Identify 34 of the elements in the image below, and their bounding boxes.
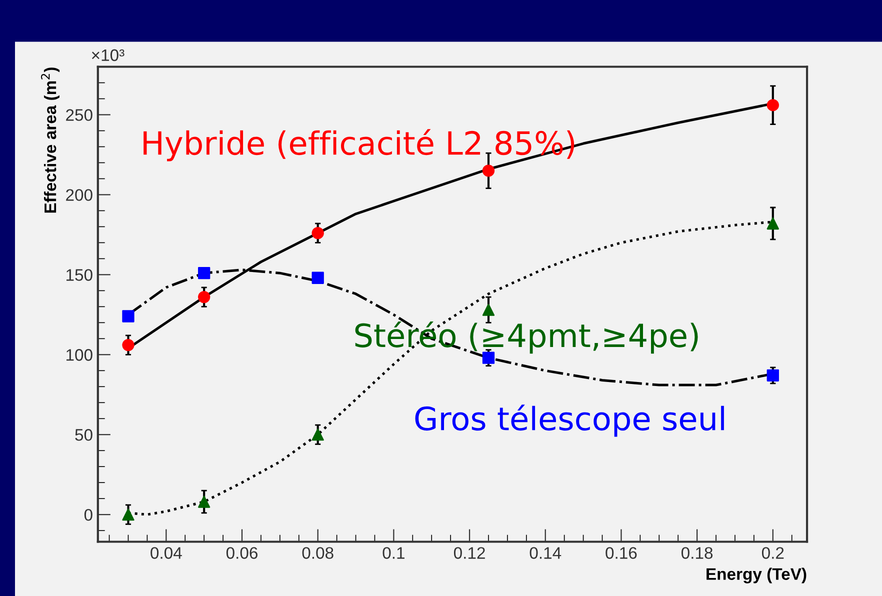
y-axis-title: Effective area (m$^{2}$) [41, 68, 60, 213]
point [766, 369, 779, 382]
x-tick-label: 0.14 [530, 547, 562, 559]
point [482, 164, 495, 177]
y-tick-label: 150 [66, 269, 92, 281]
x-tick-label: 0.2 [762, 547, 784, 559]
y-tick-label: 200 [66, 189, 92, 201]
point [122, 338, 134, 352]
x-axis-title: Energy (TeV) [706, 568, 806, 584]
y-tick-label: 100 [66, 349, 92, 361]
x-tick-label: 0.16 [606, 547, 637, 559]
point [122, 310, 134, 322]
x-tick-label: 0.04 [150, 547, 182, 559]
x-tick-label: 0.06 [226, 547, 258, 559]
x-tick-label: 0.08 [302, 547, 334, 559]
y-tick-label: 0 [84, 508, 92, 521]
series-label: Gros télescope seul [415, 404, 724, 437]
point [482, 304, 495, 316]
point [312, 272, 324, 284]
point [766, 217, 779, 230]
y-tick-label: 50 [75, 429, 92, 441]
x-tick-label: 0.12 [454, 547, 485, 559]
point [312, 428, 324, 441]
point [198, 290, 210, 304]
point [198, 496, 210, 508]
point [312, 227, 324, 240]
x-tick-label: 0.18 [681, 547, 713, 559]
y-tick-label: 250 [66, 109, 92, 121]
point [766, 99, 779, 112]
text: ×10³ [92, 49, 124, 62]
point [198, 266, 210, 280]
text: Hybride (efficacité L2 85%) [144, 129, 574, 162]
point [122, 508, 134, 521]
x-tick-label: 0.1 [382, 547, 404, 559]
